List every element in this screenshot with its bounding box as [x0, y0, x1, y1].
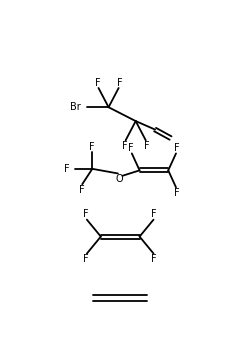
- Text: F: F: [95, 78, 100, 88]
- Text: F: F: [78, 184, 84, 195]
- Text: F: F: [89, 142, 95, 152]
- Text: F: F: [143, 141, 149, 151]
- Text: F: F: [122, 141, 127, 151]
- Text: F: F: [173, 143, 179, 153]
- Text: F: F: [64, 164, 70, 174]
- Text: O: O: [115, 174, 123, 184]
- Text: F: F: [83, 209, 89, 219]
- Text: F: F: [151, 209, 156, 219]
- Text: F: F: [83, 254, 89, 264]
- Text: F: F: [128, 143, 133, 153]
- Text: F: F: [116, 78, 122, 88]
- Text: F: F: [173, 188, 179, 198]
- Text: Br: Br: [70, 102, 80, 112]
- Text: F: F: [151, 254, 156, 264]
